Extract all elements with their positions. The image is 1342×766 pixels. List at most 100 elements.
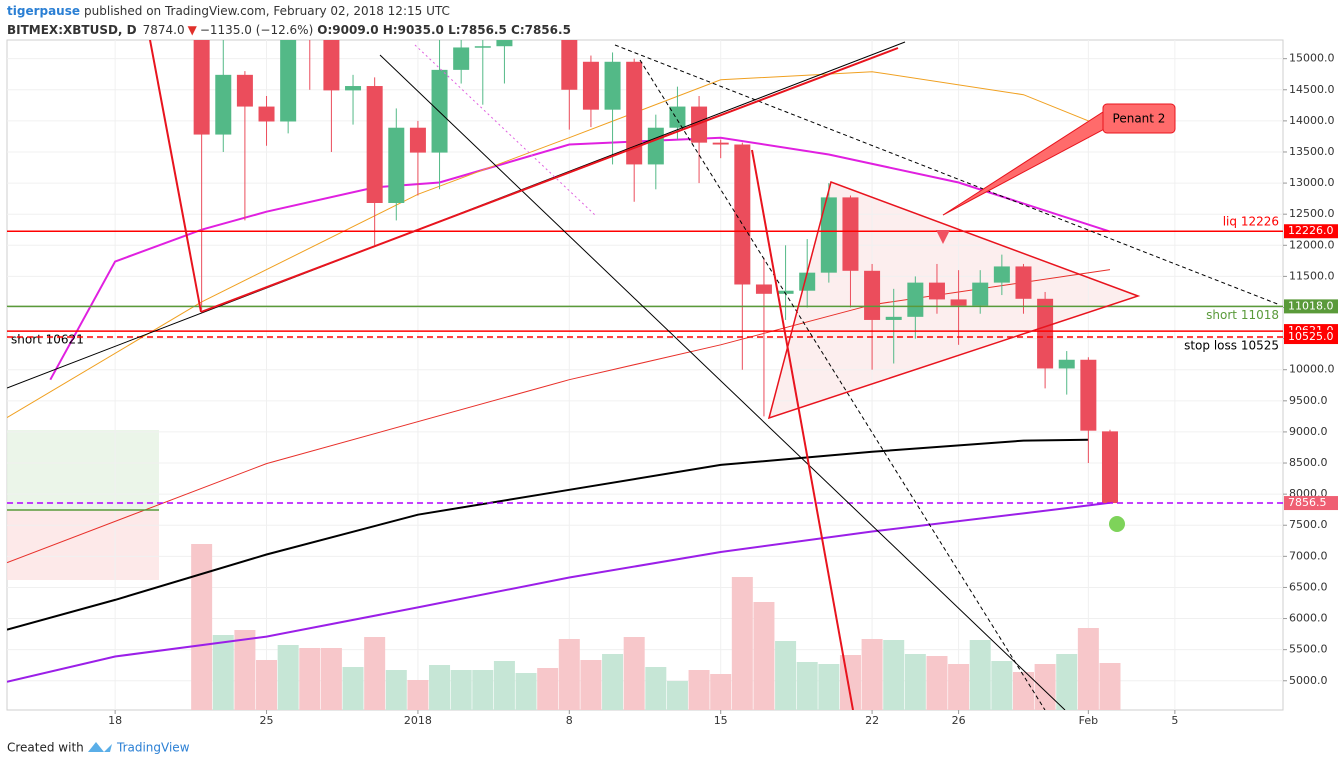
trend-line: [200, 47, 899, 313]
level-note: stop loss 10525: [1184, 339, 1279, 353]
candle-body: [777, 290, 794, 294]
candle-body: [1037, 298, 1054, 369]
volume-bar: [515, 673, 537, 710]
footer: Created with TradingView: [7, 741, 190, 755]
volume-bar: [342, 667, 364, 710]
volume-bar: [450, 670, 472, 710]
footer-text: Created with: [7, 741, 84, 755]
trend-line: [639, 59, 1046, 710]
candle-body: [755, 284, 772, 294]
volume-bar: [234, 630, 256, 710]
marker: [936, 230, 950, 244]
change: −1135.0 (−12.6%): [200, 23, 313, 37]
candle-body: [323, 40, 340, 91]
volume-bar: [472, 670, 494, 710]
level-box: [1284, 224, 1338, 239]
volume-bar: [818, 664, 840, 710]
candle-body: [388, 127, 405, 203]
candle-body: [215, 74, 232, 135]
candle-body: [366, 86, 383, 203]
symbol: BITMEX:XBTUSD, D: [7, 23, 137, 37]
y-tick-label: 7500.0: [1289, 518, 1328, 531]
symbol-line: BITMEX:XBTUSD, D 7874.0 ▼ −1135.0 (−12.6%) O…: [7, 23, 571, 37]
candle-body: [712, 142, 729, 145]
volume-bar: [277, 645, 299, 710]
level-box: [1284, 299, 1338, 314]
candle-body: [885, 316, 902, 320]
candle-body: [409, 127, 426, 153]
volume-bar: [969, 640, 991, 710]
x-tick-label: 22: [865, 714, 879, 727]
level-note: liq 12226: [1223, 215, 1279, 229]
last-price: 7874.0: [143, 23, 185, 37]
volume-bar: [537, 668, 559, 710]
volume-bar: [926, 656, 948, 710]
level-note: short 10621: [11, 333, 84, 347]
x-tick-label: 2018: [404, 714, 432, 727]
level-note: short 11018: [1206, 308, 1279, 322]
y-tick-label: 6500.0: [1289, 580, 1328, 593]
x-tick-label: 18: [108, 714, 122, 727]
trend-line: [614, 44, 1281, 306]
moving-average: [7, 438, 1089, 631]
moving-average: [7, 71, 1111, 419]
volume-bar: [883, 640, 905, 710]
volume-bar: [753, 602, 775, 710]
y-tick-label: 14500.0: [1289, 83, 1335, 96]
volume-bar: [688, 670, 710, 710]
candle-body: [734, 144, 751, 285]
y-tick-label: 8500.0: [1289, 456, 1328, 469]
x-tick-label: 15: [714, 714, 728, 727]
candle-body: [647, 127, 664, 165]
y-tick-label: 9500.0: [1289, 394, 1328, 407]
level-box: [1284, 496, 1338, 511]
candle-body: [474, 46, 491, 48]
candle-body: [820, 197, 837, 273]
volume-bar: [710, 674, 732, 710]
candle-body: [561, 40, 578, 90]
shade: [7, 510, 159, 580]
candle-body: [864, 270, 881, 320]
level-label: 7856.5: [1288, 496, 1327, 509]
header-line: tigerpause published on TradingView.com, …: [7, 4, 450, 18]
y-tick-label: 9000.0: [1289, 425, 1328, 438]
volume-bar: [212, 635, 234, 710]
volume-bar: [775, 641, 797, 710]
y-tick-label: 10000.0: [1289, 363, 1335, 376]
volume-bar: [991, 661, 1013, 710]
volume-bar: [1056, 654, 1078, 710]
volume-bar: [429, 665, 451, 710]
y-tick-label: 12500.0: [1289, 207, 1335, 220]
volume-bar: [602, 654, 624, 710]
y-tick-label: 5500.0: [1289, 643, 1328, 656]
y-tick-label: 14000.0: [1289, 114, 1335, 127]
y-tick-label: 15000.0: [1289, 52, 1335, 65]
volume-bar: [1077, 628, 1099, 710]
candle-body: [626, 61, 643, 165]
candle-body: [842, 197, 859, 271]
ohlc: O:9009.0 H:9035.0 L:7856.5 C:7856.5: [317, 23, 571, 37]
volume-bar: [191, 544, 213, 710]
candle-body: [972, 282, 989, 306]
y-tick-label: 5000.0: [1289, 674, 1328, 687]
volume-bar: [256, 660, 278, 710]
candle-body: [950, 299, 967, 306]
y-tick-label: 12000.0: [1289, 238, 1335, 251]
volume-bar: [580, 660, 602, 710]
candle-body: [907, 282, 924, 317]
author: tigerpause: [7, 4, 80, 18]
volume-bar: [385, 670, 407, 710]
series-layer: liq 12226 short 11018 short 10621 stop loss…: [7, 40, 1283, 683]
volume-bar: [839, 655, 861, 710]
volume-bar: [299, 648, 321, 710]
axes: 5000.05500.06000.06500.07000.07500.08000…: [108, 52, 1338, 727]
candle-body: [453, 47, 470, 70]
volume-bar: [1012, 672, 1034, 710]
candle-body: [1015, 266, 1032, 299]
x-tick-label: Feb: [1079, 714, 1098, 727]
y-tick-label: 11500.0: [1289, 269, 1335, 282]
level-label: 11018.0: [1288, 299, 1334, 312]
volume-bar: [904, 654, 926, 710]
callout-text: Penant 2: [1113, 112, 1166, 126]
